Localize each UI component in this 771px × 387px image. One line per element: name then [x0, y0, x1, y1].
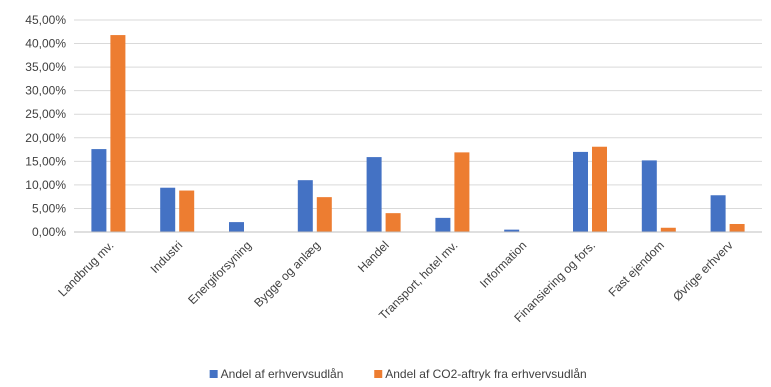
bar-erhvervsudlaan: [366, 157, 382, 232]
bar-co2-aftryk: [729, 223, 745, 232]
bar-co2-aftryk: [660, 227, 676, 232]
bar-co2-aftryk: [592, 146, 607, 232]
x-category-label: Bygge og anlæg: [251, 238, 323, 310]
y-tick-label: 35,00%: [25, 60, 66, 74]
bar-erhvervsudlaan: [710, 195, 726, 232]
x-category-label: Energiforsyning: [185, 238, 254, 307]
bar-erhvervsudlaan: [573, 151, 588, 232]
legend-swatch-co2-aftryk: [374, 370, 383, 378]
y-tick-label: 45,00%: [25, 13, 66, 27]
legend-label: Andel af CO2-aftryk fra erhvervsudlån: [385, 367, 586, 381]
y-tick-label: 0,00%: [32, 225, 66, 239]
bar-erhvervsudlaan: [297, 180, 313, 232]
y-axis-tick-labels: 0,00% 5,00% 10,00% 15,00% 20,00% 25,00% 30,00%…: [25, 13, 66, 239]
x-category-label: Information: [477, 238, 529, 290]
x-axis-category-labels: Landbrug mv. Industri EnergiforsyningBygge…: [55, 238, 735, 325]
bar-co2-aftryk: [316, 197, 332, 232]
legend-label: Andel af erhvervsudlån: [221, 367, 344, 381]
x-category-label: Handel: [355, 238, 392, 275]
bar-co2-aftryk: [454, 152, 470, 232]
bar-co2-aftryk: [110, 35, 126, 232]
x-category-label: Fast ejendom: [606, 238, 667, 299]
y-tick-label: 20,00%: [25, 131, 66, 145]
bar-co2-aftryk: [179, 190, 195, 232]
bar-erhvervsudlaan: [229, 222, 244, 232]
x-category-label: Landbrug mv.: [55, 238, 116, 299]
bar-erhvervsudlaan: [504, 229, 520, 232]
bar-erhvervsudlaan: [91, 149, 107, 232]
bars: [91, 35, 745, 232]
y-tick-label: 25,00%: [25, 107, 66, 121]
bar-erhvervsudlaan: [435, 217, 451, 232]
bar-erhvervsudlaan: [160, 187, 176, 232]
gridlines: [74, 19, 762, 209]
y-tick-label: 30,00%: [25, 84, 66, 98]
y-tick-label: 40,00%: [25, 37, 66, 51]
x-category-label: Øvrige erhverv: [670, 238, 736, 304]
bar-erhvervsudlaan: [641, 160, 657, 232]
x-category-label: Industri: [148, 238, 186, 276]
y-tick-label: 15,00%: [25, 154, 66, 168]
bar-co2-aftryk: [385, 213, 401, 232]
y-tick-label: 10,00%: [25, 178, 66, 192]
y-tick-label: 5,00%: [32, 201, 66, 215]
legend-swatch-erhvervsudlaan: [209, 370, 218, 378]
legend: Andel af erhvervsudlån Andel af CO2-aftry…: [209, 367, 587, 381]
